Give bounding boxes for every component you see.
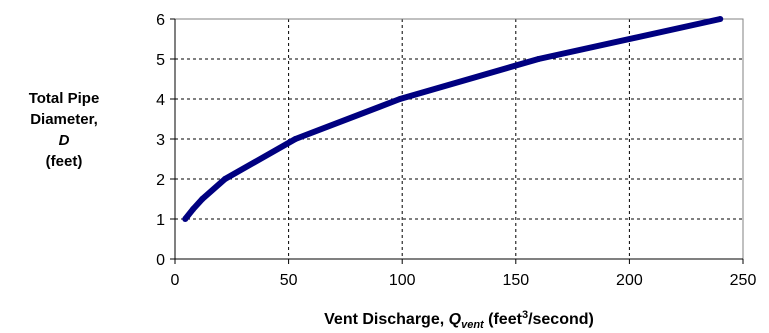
x-tick-label: 50 bbox=[280, 272, 298, 289]
x-axis-label-suffix: /second) bbox=[528, 311, 594, 328]
y-tick-label: 3 bbox=[156, 132, 165, 149]
series-point bbox=[717, 16, 724, 22]
y-tick-label: 5 bbox=[156, 52, 165, 69]
series-point bbox=[182, 216, 189, 222]
y-tick-label: 6 bbox=[156, 12, 165, 29]
y-axis-label-line-4: (feet) bbox=[46, 153, 83, 170]
series-point bbox=[292, 136, 299, 142]
x-tick-label: 150 bbox=[502, 272, 529, 289]
y-tick-label: 2 bbox=[156, 172, 165, 189]
y-axis-label-line-2: Diameter, bbox=[30, 111, 98, 128]
series-point bbox=[221, 176, 228, 182]
series-point bbox=[396, 96, 403, 102]
y-axis-label-line-3: D bbox=[59, 132, 70, 149]
series-point bbox=[190, 206, 197, 212]
y-tick-label: 1 bbox=[156, 212, 165, 229]
x-tick-label: 200 bbox=[616, 272, 643, 289]
x-axis-label-sup: 3 bbox=[522, 309, 528, 321]
x-axis-label-q-sub: vent bbox=[461, 319, 485, 331]
x-axis-label: Vent Discharge, Qvent (feet3/second) bbox=[324, 309, 594, 331]
x-tick-label: 100 bbox=[389, 272, 416, 289]
y-axis-label: Total Pipe Diameter, D (feet) bbox=[29, 90, 100, 170]
series-point bbox=[199, 196, 206, 202]
x-axis-label-q: Q bbox=[449, 311, 462, 328]
y-tick-label: 4 bbox=[156, 92, 165, 109]
y-tick-label: 0 bbox=[156, 252, 165, 269]
grid bbox=[175, 19, 743, 259]
axis-ticks: 0 1 2 3 4 5 6 0 50 100 150 200 250 bbox=[156, 12, 756, 289]
series-group bbox=[182, 16, 724, 222]
series-point bbox=[535, 56, 542, 62]
y-axis-label-line-1: Total Pipe bbox=[29, 90, 100, 107]
x-axis-label-mid: (feet bbox=[484, 311, 523, 328]
x-tick-label: 0 bbox=[171, 272, 180, 289]
x-axis-label-prefix: Vent Discharge, bbox=[324, 311, 449, 328]
x-tick-label: 250 bbox=[730, 272, 757, 289]
